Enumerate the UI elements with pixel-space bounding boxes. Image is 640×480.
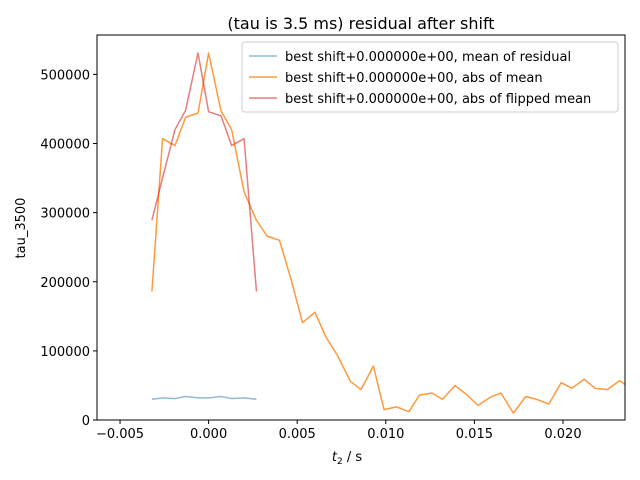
series-line-3: [151, 52, 258, 292]
x-tick-label: 0.000: [190, 427, 227, 442]
y-axis-ticks: 0 100000 200000 300000 400000 500000: [40, 68, 97, 429]
x-tick-label: −0.005: [96, 427, 144, 442]
legend-box: [241, 41, 619, 113]
legend-label-1: best shift+0.000000e+00, mean of residua…: [285, 50, 571, 65]
series-line-1: [151, 395, 257, 401]
legend: best shift+0.000000e+00, mean of residua…: [241, 41, 619, 113]
legend-label-3: best shift+0.000000e+00, abs of flipped …: [285, 92, 591, 107]
y-tick-label: 400000: [40, 138, 90, 153]
legend-label-2: best shift+0.000000e+00, abs of mean: [285, 71, 543, 86]
plot-frame: [96, 34, 626, 421]
x-axis-ticks: −0.005 0.000 0.005 0.010 0.015 0.020: [96, 420, 582, 442]
x-axis-label-subscript: 2: [337, 457, 343, 467]
y-axis-label: tau_3500: [14, 198, 29, 259]
x-axis-label-base: t: [332, 450, 338, 465]
y-tick-label: 200000: [40, 276, 90, 291]
x-tick-label: 0.020: [544, 427, 581, 442]
series-line-2: [151, 52, 625, 414]
y-tick-label: 500000: [40, 68, 90, 83]
x-tick-label: 0.005: [279, 427, 316, 442]
series-layer: [151, 52, 625, 414]
y-tick-label: 0: [82, 414, 90, 429]
x-axis-label-unit: / s: [343, 450, 363, 465]
y-tick-label: 100000: [40, 345, 90, 360]
x-axis-label: t2 / s: [332, 450, 362, 467]
chart-title: (tau is 3.5 ms) residual after shift: [227, 14, 494, 33]
x-tick-label: 0.015: [456, 427, 493, 442]
x-tick-label: 0.010: [367, 427, 404, 442]
y-tick-label: 300000: [40, 207, 90, 222]
